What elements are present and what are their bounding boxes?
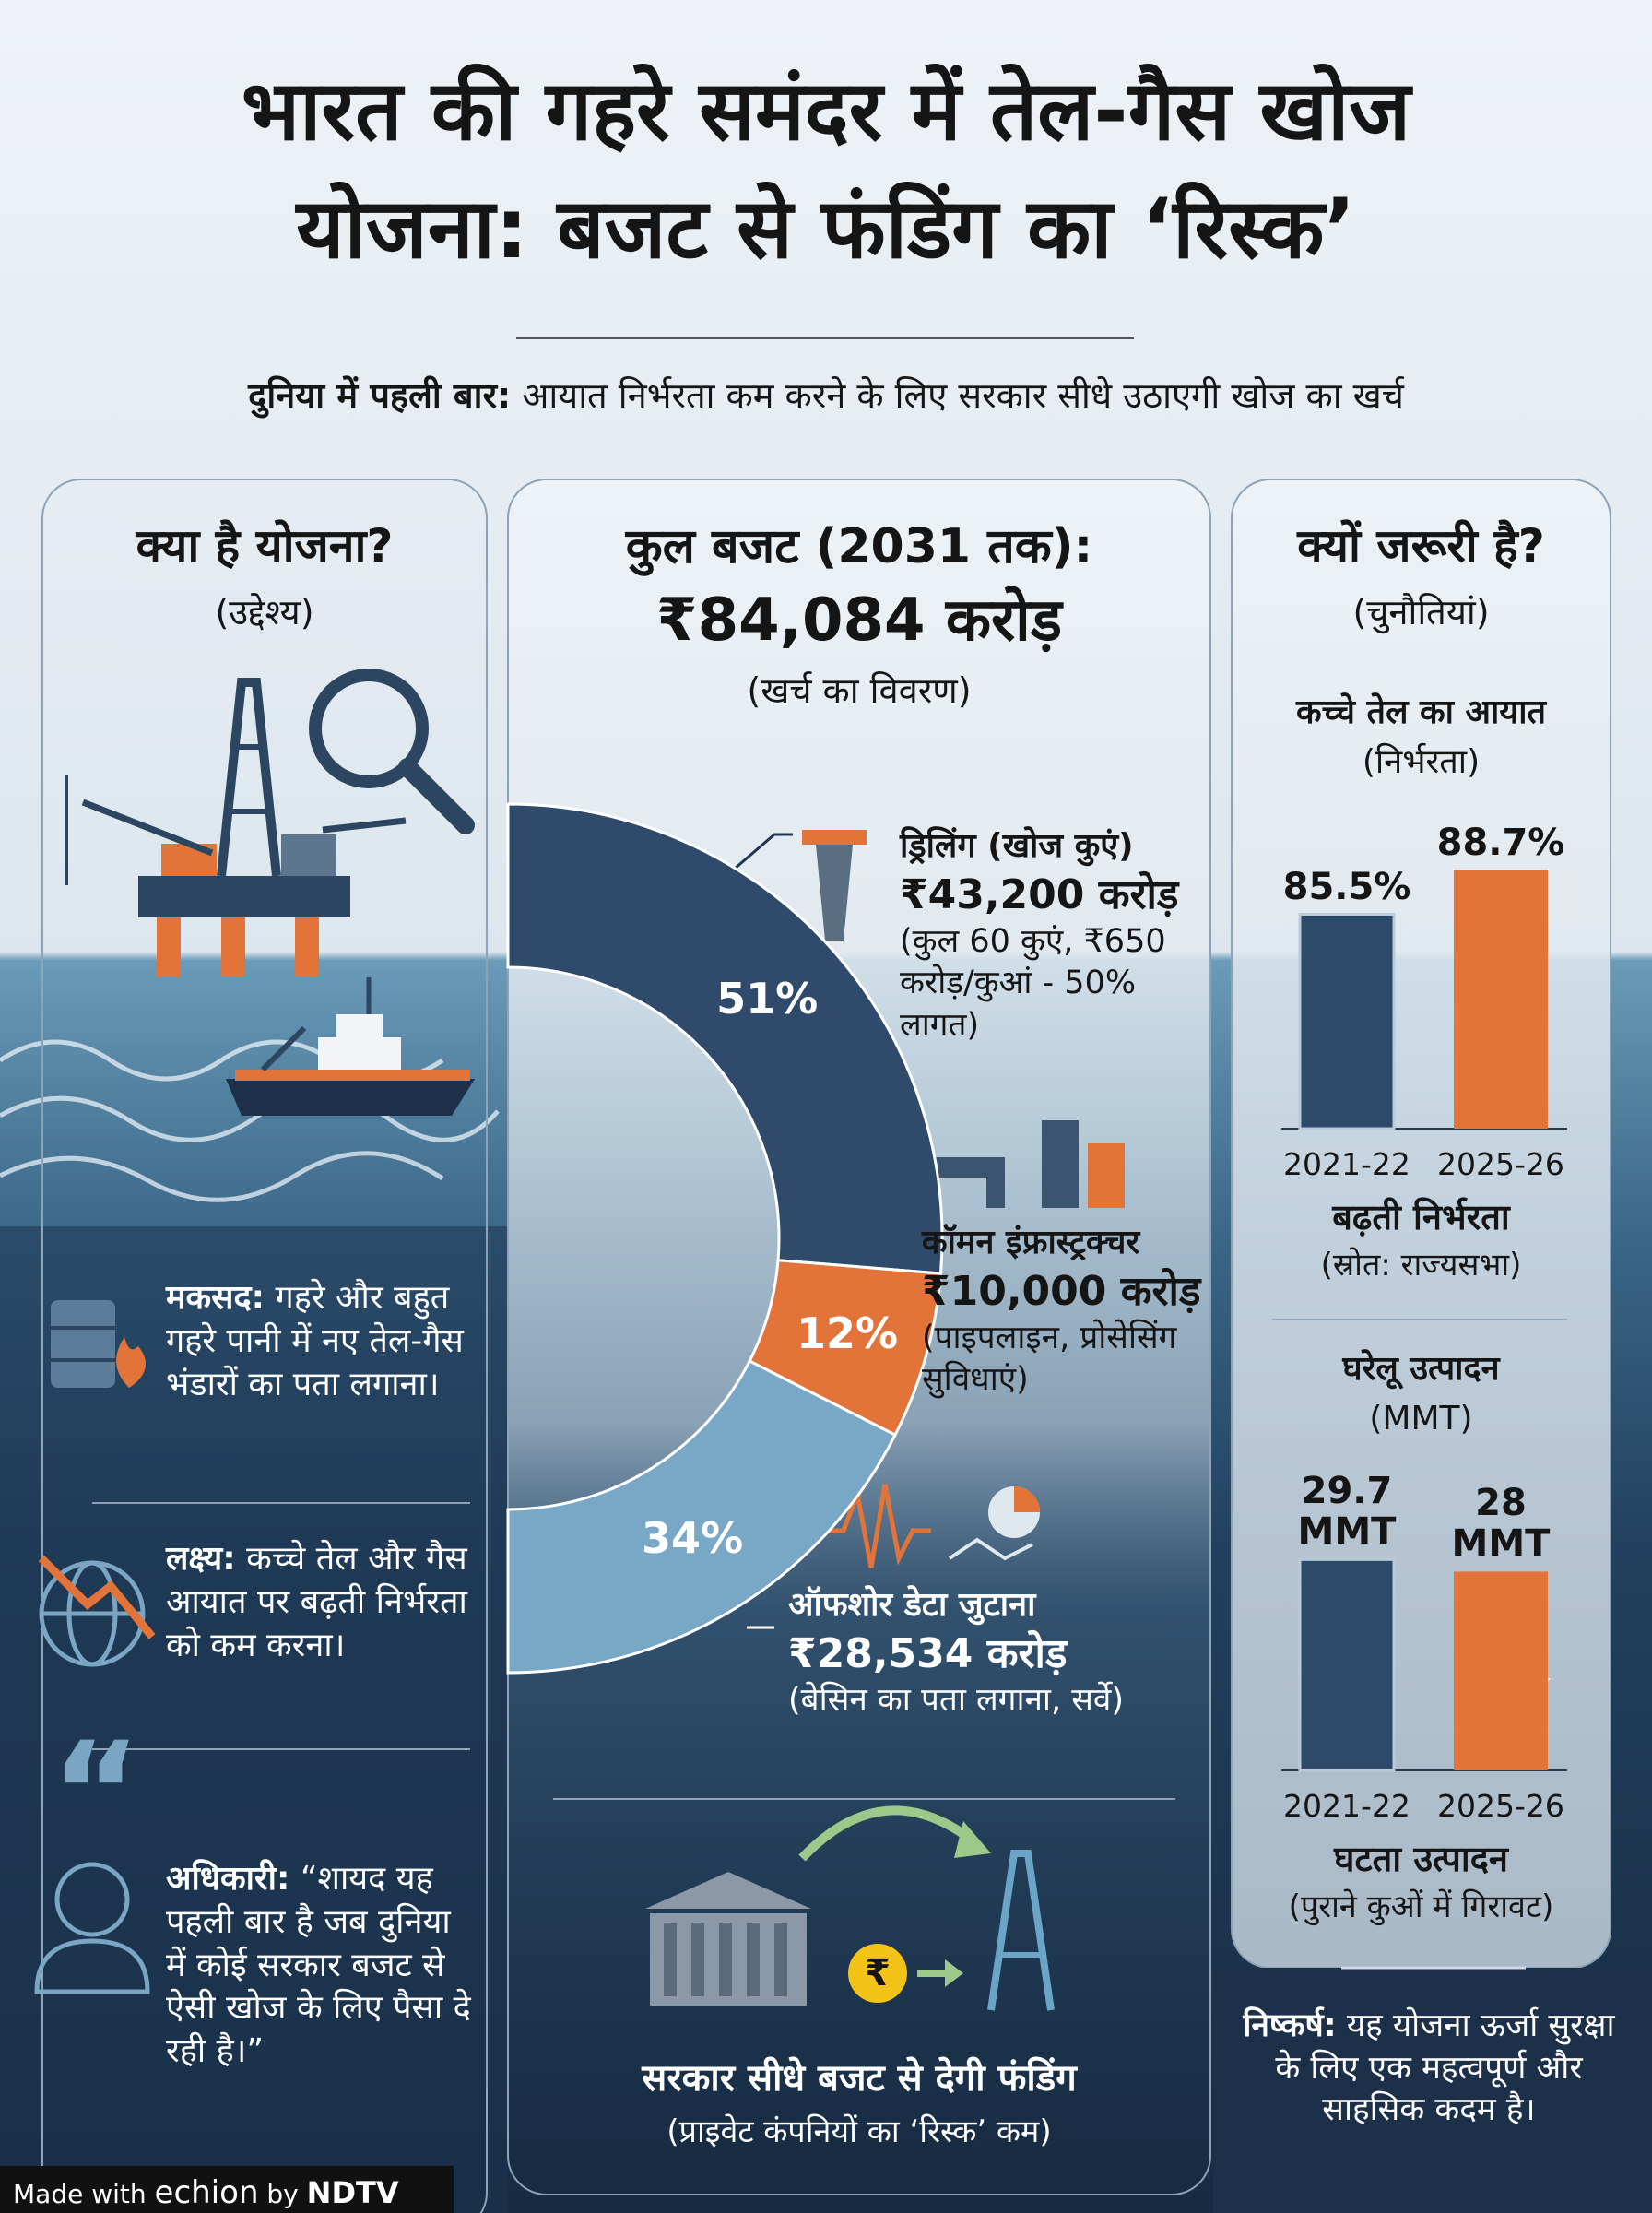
panel-subheading: (उद्देश्य) bbox=[215, 592, 314, 633]
segment-detail: (कुल 60 कुएं, ₹650 करोड़/कुआं - 50% लागत… bbox=[900, 922, 1166, 1044]
segment-description: ऑफशोर डेटा जुटाना ₹28,534 करोड़ (बेसिन का … bbox=[788, 1584, 1203, 1722]
segment-description: ड्रिलिंग (खोज कुएं) ₹43,200 करोड़ (कुल 60 … bbox=[900, 825, 1204, 1047]
value-label: 85.5% bbox=[1282, 865, 1411, 908]
title: योजना: बजट से फंडिंग का ‘रिस्क’ bbox=[296, 181, 1356, 278]
footer-brand: echion bbox=[154, 2174, 259, 2211]
footer-credit: Made with echion by NDTV bbox=[13, 2172, 399, 2213]
globe-icon bbox=[38, 1555, 156, 1667]
segment-name: ड्रिलिंग (खोज कुएं) bbox=[900, 827, 1134, 865]
subtitle-bold: दुनिया में पहली बार: bbox=[248, 375, 512, 416]
value-label: 28 MMT bbox=[1451, 1482, 1551, 1566]
footer-text: by bbox=[266, 2179, 299, 2209]
ship-illustration bbox=[226, 977, 475, 1116]
segment-amount: ₹10,000 करोड़ bbox=[922, 1267, 1201, 1315]
item-text: “शायद यह पहली बार है जब दुनिया में कोई स… bbox=[166, 1860, 471, 2071]
chart-caption: बढ़ती निर्भरता bbox=[1332, 1197, 1510, 1237]
x-tick-label: 2025-26 bbox=[1437, 1146, 1564, 1182]
conclusion: निष्कर्ष: यह योजना ऊर्जा सुरक्षा के लिए … bbox=[1226, 2006, 1632, 2132]
x-tick-label: 2021-22 bbox=[1283, 1788, 1410, 1824]
bar bbox=[1454, 870, 1548, 1129]
segment-label: 34% bbox=[642, 1513, 744, 1564]
footer-box bbox=[0, 2166, 454, 2213]
left-panel bbox=[41, 479, 488, 2213]
segment-label: 51% bbox=[716, 973, 819, 1024]
chart-title: घरेलू उत्पादन bbox=[1342, 1350, 1500, 1388]
conclusion-text: यह योजना ऊर्जा सुरक्षा के लिए एक महत्वपू… bbox=[1275, 2007, 1615, 2128]
subtitle-text: आयात निर्भरता कम करने के लिए सरकार सीधे … bbox=[522, 375, 1404, 416]
segment-amount: ₹43,200 करोड़ bbox=[900, 870, 1179, 918]
objective-item: मकसद: गहरे और बहुत गहरे पानी में नए तेल-… bbox=[166, 1277, 479, 1406]
segment-name: कॉमन इंफ्रास्ट्रक्चर bbox=[922, 1224, 1140, 1261]
segment-description: कॉमन इंफ्रास्ट्रक्चर ₹10,000 करोड़ (पाइपला… bbox=[922, 1222, 1217, 1402]
budget-title: कुल बजट (2031 तक): bbox=[625, 519, 1093, 574]
funding-title: सरकार सीधे बजट से देगी फंडिंग bbox=[642, 2057, 1077, 2100]
donut-segment bbox=[506, 802, 944, 1275]
waveform-icon bbox=[820, 1484, 931, 1568]
footer-partner: NDTV bbox=[306, 2175, 399, 2210]
conclusion-box bbox=[1213, 1968, 1652, 2213]
chart-note: (पुराने कुओं में गिरावट) bbox=[1288, 1888, 1554, 1925]
item-label: लक्ष्य: bbox=[166, 1540, 236, 1578]
left-dark-band bbox=[0, 1226, 508, 2213]
funding-illustration bbox=[645, 1805, 1055, 2011]
panel-subheading: (चुनौतियां) bbox=[1352, 592, 1490, 633]
x-tick-label: 2021-22 bbox=[1283, 1146, 1410, 1182]
oil-rig-illustration bbox=[65, 669, 475, 977]
panel-heading: क्या है योजना? bbox=[136, 519, 394, 573]
donut-segment bbox=[506, 1359, 898, 1675]
budget-total: ₹84,084 करोड़ bbox=[656, 586, 1062, 655]
panel-heading: क्यों जरूरी है? bbox=[1297, 519, 1545, 573]
subtitle: दुनिया में पहली बार: आयात निर्भरता कम कर… bbox=[0, 373, 1652, 419]
segment-detail: (पाइपलाइन, प्रोसेसिंग सुविधाएं) bbox=[922, 1319, 1177, 1399]
barrel-icon bbox=[51, 1300, 146, 1388]
chart-caption: घटता उत्पादन bbox=[1334, 1839, 1508, 1879]
segment-label: 12% bbox=[796, 1308, 899, 1359]
x-tick-label: 2025-26 bbox=[1437, 1788, 1564, 1824]
item-text: कच्चे तेल और गैस आयात पर बढ़ती निर्भरता … bbox=[166, 1540, 467, 1664]
bar bbox=[1298, 1557, 1396, 1772]
chart-note: (स्रोत: राज्यसभा) bbox=[1320, 1247, 1522, 1284]
chart-subtitle: (निर्भरता) bbox=[1362, 743, 1481, 781]
segment-name: ऑफशोर डेटा जुटाना bbox=[788, 1586, 1036, 1624]
item-text: गहरे और बहुत गहरे पानी में नए तेल-गैस भं… bbox=[166, 1279, 464, 1403]
chart-subtitle: (MMT) bbox=[1369, 1400, 1473, 1438]
leader-lines bbox=[727, 833, 793, 1629]
coin-symbol: ₹ bbox=[865, 1952, 891, 1994]
value-label: 88.7% bbox=[1436, 821, 1565, 864]
pipes-icon bbox=[926, 1120, 1125, 1208]
item-label: अधिकारी: bbox=[166, 1860, 290, 1898]
budget-note: (खर्च का विवरण) bbox=[747, 670, 972, 711]
title: भारत की गहरे समंदर में तेल-गैस खोज bbox=[241, 63, 1411, 160]
funding-note: (प्राइवेट कंपनियों का ‘रिस्क’ कम) bbox=[667, 2113, 1052, 2150]
official-quote: अधिकारी: “शायद यह पहली बार है जब दुनिया … bbox=[166, 1858, 479, 2074]
bar bbox=[1454, 1571, 1548, 1770]
item-label: मकसद: bbox=[166, 1279, 266, 1317]
objective-item: लक्ष्य: कच्चे तेल और गैस आयात पर बढ़ती न… bbox=[166, 1538, 479, 1667]
segment-detail: (बेसिन का पता लगाना, सर्वे) bbox=[788, 1681, 1125, 1719]
chart-icon bbox=[948, 1486, 1040, 1561]
segment-amount: ₹28,534 करोड़ bbox=[788, 1629, 1068, 1677]
conclusion-label: निष्कर्ष: bbox=[1243, 2007, 1337, 2044]
bar bbox=[1298, 913, 1396, 1130]
drill-icon bbox=[802, 830, 867, 941]
quote-mark: “ bbox=[51, 1713, 142, 1874]
officer-icon bbox=[34, 1862, 150, 1994]
chart-title: कच्चे तेल का आयात bbox=[1295, 693, 1547, 731]
footer-text: Made with bbox=[13, 2179, 147, 2209]
value-label: 29.7 MMT bbox=[1297, 1470, 1397, 1554]
